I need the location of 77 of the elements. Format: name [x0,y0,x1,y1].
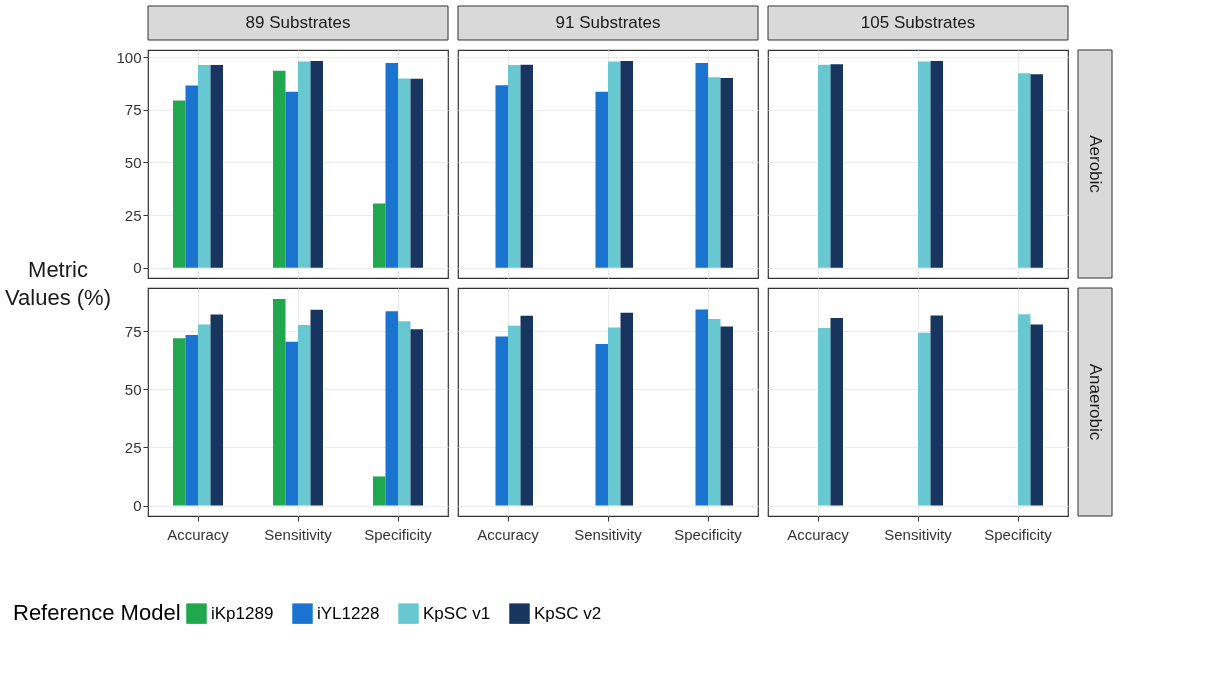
y-axis-title: Metric Values (%) [5,257,111,310]
bar [410,78,423,268]
legend-label: KpSC v2 [534,603,602,623]
bar [310,60,323,268]
bar [508,64,521,268]
bar [410,329,423,506]
bar [398,321,411,506]
bar [1018,314,1031,506]
bar [495,85,508,268]
bar [373,203,386,268]
bar [385,63,398,268]
bar [818,328,831,506]
chart-title: 91 Substrates [555,13,661,32]
bar [173,100,186,268]
x-tick-label: Sensitivity [884,525,953,543]
bar [720,326,733,506]
bar [595,91,608,268]
bar [273,298,286,506]
x-tick-label: Accuracy [787,525,850,543]
bar [210,64,223,268]
bar [273,70,286,268]
y-tick-label: 0 [133,259,142,277]
bar [595,344,608,506]
chart-title: 105 Substrates [860,13,976,32]
legend-label: iYL1228 [317,603,380,623]
legend-label: iKp1289 [211,603,274,623]
bar [373,476,386,506]
bar [495,336,508,506]
bar [210,314,223,506]
bar [695,309,708,506]
y2-axis-title: Aerobic [1086,135,1105,194]
bar [720,78,733,268]
bar [508,325,521,506]
y-tick-label: 50 [124,153,142,171]
bar [520,315,533,506]
x-tick-label: Specificity [364,525,433,543]
y-tick-label: 100 [116,48,142,66]
bar [198,64,211,268]
x-tick-label: Accuracy [167,525,230,543]
x-tick-label: Specificity [674,525,743,543]
bar [173,338,186,506]
bar [620,60,633,268]
bar [298,324,311,506]
bar [398,78,411,268]
bar [310,309,323,506]
bar [185,85,198,268]
x-tick-label: Sensitivity [264,525,333,543]
bar [385,311,398,506]
bar [185,335,198,506]
bar [285,341,298,506]
x-tick-label: Accuracy [477,525,540,543]
y-tick-label: 0 [133,497,142,515]
y-tick-label: 75 [124,101,142,119]
y-tick-label: 50 [124,380,142,398]
bar [930,315,943,506]
bar [620,312,633,506]
legend-title: Reference Model [13,600,181,625]
bar [708,77,721,268]
y-tick-label: 75 [124,322,142,340]
bar [695,63,708,268]
bar [298,61,311,268]
y-tick-label: 25 [124,438,142,456]
chart-title: 89 Substrates [245,13,351,32]
bar [1030,324,1043,506]
bar [198,324,211,506]
bar [608,327,621,506]
bar [708,318,721,506]
y-tick-label: 25 [124,206,142,224]
bar [830,318,843,506]
x-tick-label: Specificity [984,525,1053,543]
legend-label: KpSC v1 [423,603,491,623]
bar [285,91,298,268]
x-tick-label: Sensitivity [574,525,643,543]
bar [520,64,533,268]
y2-axis-title: Anaerobic [1086,363,1105,441]
bar [608,61,621,268]
bar [918,332,931,506]
